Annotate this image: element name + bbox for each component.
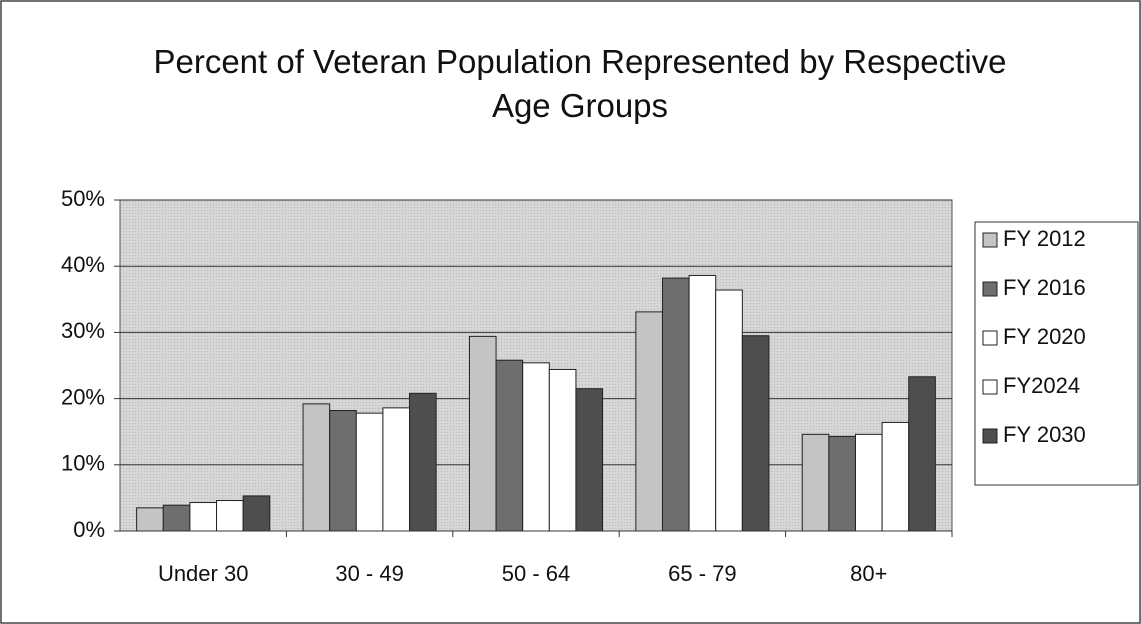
bar: [575, 388, 604, 532]
x-tick-label: 30 - 49: [335, 561, 404, 586]
bar: [741, 335, 770, 532]
bar: [801, 433, 830, 532]
x-tick-label: Under 30: [158, 561, 249, 586]
bar: [828, 435, 856, 532]
legend-swatch: [982, 232, 998, 248]
bar: [688, 274, 717, 532]
legend-swatch: [982, 281, 998, 297]
y-tick-label: 0%: [73, 517, 105, 542]
legend-swatch: [982, 379, 998, 395]
bar: [189, 502, 218, 532]
y-tick-label: 50%: [61, 186, 105, 211]
bar: [661, 277, 690, 532]
bar: [242, 495, 271, 532]
chart-title: Percent of Veteran Population Represente…: [153, 43, 1007, 124]
y-tick-label: 20%: [61, 384, 105, 409]
bar: [522, 362, 550, 532]
legend-label: FY 2012: [1003, 226, 1086, 251]
bar: [302, 403, 331, 532]
legend-label: FY 2020: [1003, 324, 1086, 349]
y-tick-label: 30%: [61, 318, 105, 343]
bar: [468, 335, 497, 532]
x-tick-label: 50 - 64: [502, 561, 571, 586]
legend-label: FY 2030: [1003, 422, 1086, 447]
bar: [382, 407, 411, 532]
bar: [495, 359, 524, 532]
bar: [329, 410, 357, 532]
bar: [881, 421, 910, 532]
bar: [548, 368, 577, 532]
bar: [854, 433, 883, 532]
legend-label: FY 2016: [1003, 275, 1086, 300]
y-tick-label: 40%: [61, 252, 105, 277]
legend-swatch: [982, 330, 998, 346]
bar: [635, 311, 663, 532]
bar: [908, 376, 936, 532]
bar: [162, 504, 191, 532]
y-tick-label: 10%: [61, 451, 105, 476]
bar: [216, 500, 244, 532]
legend-label: FY2024: [1003, 373, 1080, 398]
x-tick-label: 65 - 79: [668, 561, 737, 586]
legend: [974, 221, 1139, 486]
bar: [409, 392, 437, 532]
bar: [715, 289, 743, 532]
bar: [355, 412, 384, 532]
bar: [136, 507, 164, 532]
x-tick-label: 80+: [850, 561, 887, 586]
legend-swatch: [982, 428, 998, 444]
